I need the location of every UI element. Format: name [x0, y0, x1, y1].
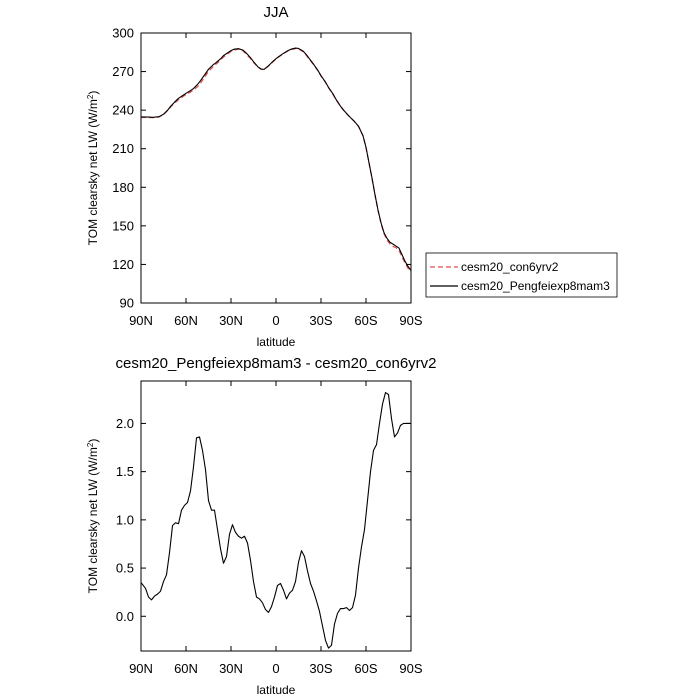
top-chart-xtick-label: 30N [219, 313, 243, 328]
bottom-chart-title: cesm20_Pengfeiexp8mam3 - cesm20_con6yrv2 [116, 355, 437, 372]
top-chart-xtick-label: 30S [309, 313, 332, 328]
top-chart-ylabel: TOM clearsky net LW (W/m2) [86, 91, 100, 246]
bottom-chart-series-line-diff-0 [140, 392, 411, 649]
bottom-chart-xtick-label: 60N [174, 661, 198, 676]
legend-label-pengfeiexp8mam3: cesm20_Pengfeiexp8mam3 [461, 279, 610, 293]
top-chart-ytick-label: 150 [112, 218, 134, 233]
bottom-chart-ytick-label: 2.0 [116, 416, 134, 431]
bottom-chart-series [140, 392, 411, 649]
top-chart-series [140, 47, 412, 273]
bottom-chart-xtick-label: 30N [219, 661, 243, 676]
top-chart-ytick-label: 180 [112, 180, 134, 195]
bottom-chart-ytick-label: 0.0 [116, 609, 134, 624]
top-chart-xtick-label: 0 [272, 313, 279, 328]
top-chart-xlabel: latitude [257, 335, 296, 349]
bottom-chart-xtick-label: 90N [129, 661, 153, 676]
bottom-chart-xtick-label: 30S [309, 661, 332, 676]
top-chart-title: JJA [263, 4, 288, 21]
bottom-chart-xtick-label: 60S [354, 661, 377, 676]
bottom-chart-xlabel: latitude [257, 683, 296, 697]
top-chart-ytick-label: 270 [112, 64, 134, 79]
bottom-chart-ytick-label: 1.0 [116, 512, 134, 527]
top-chart-frame [140, 32, 412, 304]
top-chart-xtick-label: 90N [129, 313, 153, 328]
top-chart-ytick-label: 120 [112, 257, 134, 272]
top-chart-series-line-cesm20_con6yrv2 [140, 47, 412, 273]
top-chart-xtick-label: 60S [354, 313, 377, 328]
top-chart-ytick-label: 240 [112, 103, 134, 118]
bottom-chart-ytick-label: 0.5 [116, 561, 134, 576]
top-chart-legend: cesm20_con6yrv2 cesm20_Pengfeiexp8mam3 [425, 252, 618, 298]
bottom-chart-xtick-label: 90S [399, 661, 422, 676]
top-chart-tick-labels: 90N 60N 30N 0 30S 60S 90S 90 120 150 180 210 240 270 3… [112, 26, 423, 329]
top-chart-xtick-label: 90S [399, 313, 422, 328]
bottom-chart-frame [140, 380, 412, 652]
legend-box [425, 252, 618, 298]
bottom-chart-panel: cesm20_Pengfeiexp8mam3 - cesm20_con6yrv2… [86, 355, 437, 697]
top-chart-panel: JJA 90N 60N 30N 0 30S 60S 90S 90 120 150 180 210 240… [86, 4, 618, 349]
bottom-chart-ytick-label: 1.5 [116, 464, 134, 479]
bottom-chart-ticks [140, 381, 412, 651]
top-chart-series-line-cesm20_Pengfeiexp8mam3 [140, 47, 412, 271]
top-chart-ytick-label: 300 [112, 26, 134, 41]
top-chart-xtick-label: 60N [174, 313, 198, 328]
legend-label-con6yrv2: cesm20_con6yrv2 [461, 260, 559, 274]
bottom-chart-ylabel: TOM clearsky net LW (W/m2) [86, 439, 100, 594]
top-chart-ytick-label: 90 [120, 296, 134, 311]
bottom-chart-tick-labels: 90N 60N 30N 0 30S 60S 90S 0.0 0.5 1.0 1.5 2.0 [116, 416, 423, 676]
bottom-chart-xtick-label: 0 [272, 661, 279, 676]
top-chart-ytick-label: 210 [112, 141, 134, 156]
